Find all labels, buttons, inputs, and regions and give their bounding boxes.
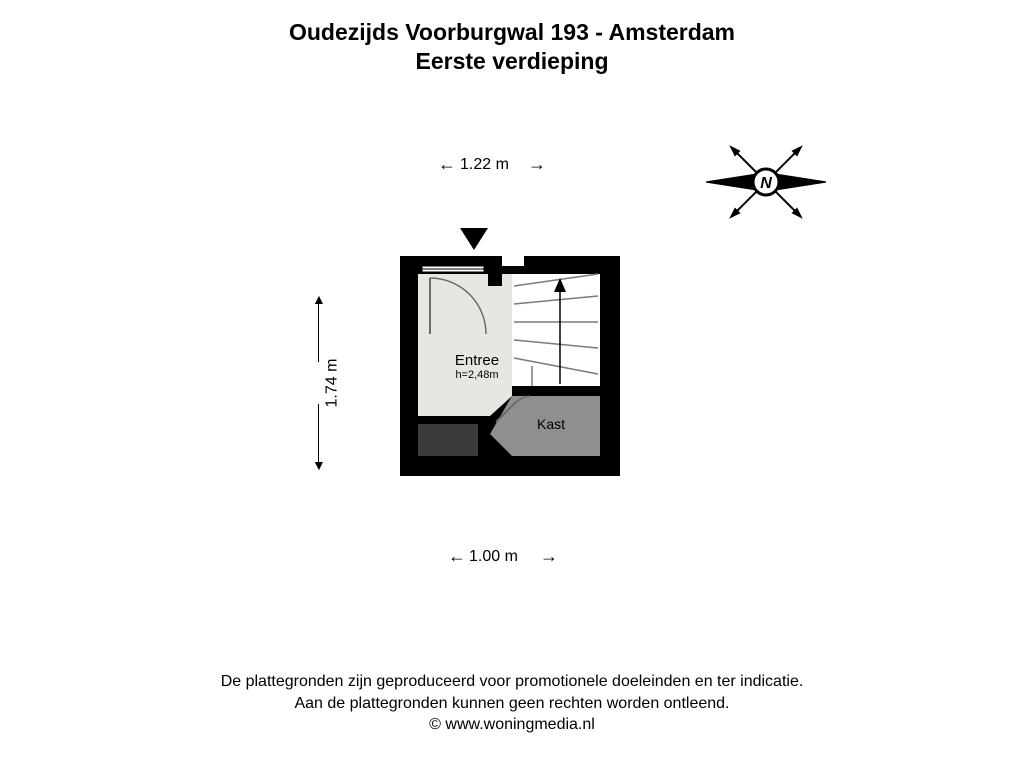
dim-bottom-arrow-left-icon: ← <box>448 547 466 565</box>
window-icon <box>422 266 484 272</box>
compass-letter: N <box>760 175 772 192</box>
dim-bottom-arrow-right-icon: → <box>540 547 558 565</box>
compass-icon: N <box>706 122 826 242</box>
footer-line-2: Aan de plattegronden kunnen geen rechten… <box>0 693 1024 715</box>
room-label-entree: Entree h=2,48m <box>442 352 512 381</box>
dim-left-arrow-down-icon: ▼ <box>312 458 326 472</box>
title-line-1: Oudezijds Voorburgwal 193 - Amsterdam <box>0 18 1024 47</box>
dim-top-arrow-left-icon: ← <box>438 155 456 173</box>
dim-top-label: 1.22 m <box>460 156 509 174</box>
dim-left-line-upper <box>318 302 319 362</box>
floorplan: Entree h=2,48m Kast <box>400 256 620 476</box>
footer-line-1: De plattegronden zijn geproduceerd voor … <box>0 671 1024 693</box>
dim-top-arrow-right-icon: → <box>528 155 546 173</box>
title-block: Oudezijds Voorburgwal 193 - Amsterdam Ee… <box>0 18 1024 76</box>
footer-block: De plattegronden zijn geproduceerd voor … <box>0 671 1024 736</box>
footer-line-3: © www.woningmedia.nl <box>0 714 1024 736</box>
room-name-kast: Kast <box>526 416 576 432</box>
room-name-entree: Entree <box>442 352 512 369</box>
page: Oudezijds Voorburgwal 193 - Amsterdam Ee… <box>0 0 1024 768</box>
dim-left-label: 1.74 m <box>323 359 341 408</box>
dim-left-line-lower <box>318 404 319 464</box>
title-line-2: Eerste verdieping <box>0 47 1024 76</box>
room-label-kast: Kast <box>526 416 576 432</box>
dim-bottom-label: 1.00 m <box>469 548 518 566</box>
entry-marker-icon <box>460 228 488 250</box>
room-sub-entree: h=2,48m <box>442 369 512 381</box>
